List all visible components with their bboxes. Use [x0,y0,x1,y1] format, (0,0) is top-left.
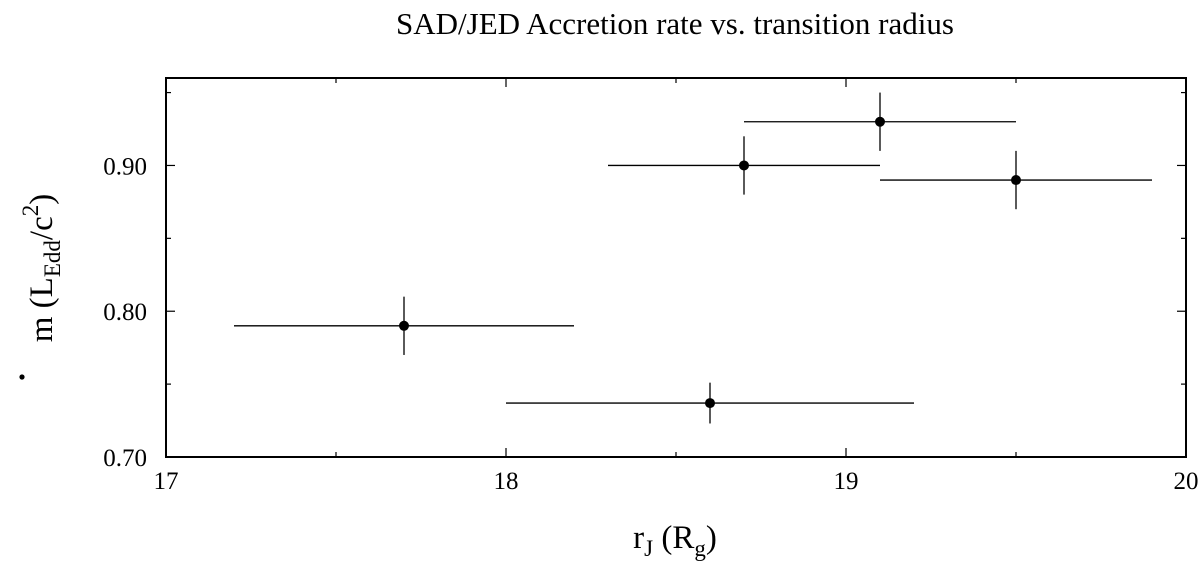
data-point-group [234,296,574,355]
x-tick-label: 20 [1174,468,1199,495]
y-axis-label-main: m [24,316,60,342]
data-point [705,398,715,409]
y-axis-label-mid: /c [24,216,60,240]
y-axis-label: m (LEdd/c2) [18,194,65,342]
data-point-group [608,136,880,195]
y-tick-label: 0.70 [103,445,147,472]
data-point-group [880,150,1152,210]
x-axis-label: rJ (Rg) [633,520,717,561]
data-point [1011,175,1021,186]
x-axis: 17 18 19 20 [154,78,1199,495]
x-axis-label-sub: J [644,536,653,561]
data-point-group [506,382,914,424]
x-axis-label-main: r [633,520,644,556]
y-axis: 0.70 0.80 0.90 [103,91,1186,472]
x-tick-label: 19 [834,468,859,495]
chart-title: SAD/JED Accretion rate vs. transition ra… [396,6,954,41]
plot-frame [165,77,1187,458]
y-axis-label-close: ) [24,194,60,205]
y-axis-label-open: (L [24,277,60,316]
data-point [875,116,885,127]
x-tick-label: 18 [494,468,519,495]
y-axis-label-sub: Edd [40,240,65,278]
x-axis-label-sub2: g [694,536,706,561]
y-tick-label: 0.90 [103,153,147,180]
y-tick-label: 0.80 [103,299,147,326]
x-axis-label-close: ) [706,520,717,556]
y-axis-label-dot [19,374,25,380]
data-point-group [744,92,1016,151]
data-point [399,320,409,331]
data-point [739,160,749,171]
y-axis-label-sup: 2 [18,205,43,217]
x-axis-label-rest: (R [653,520,694,556]
data-series [234,92,1152,424]
x-tick-label: 17 [154,468,179,495]
